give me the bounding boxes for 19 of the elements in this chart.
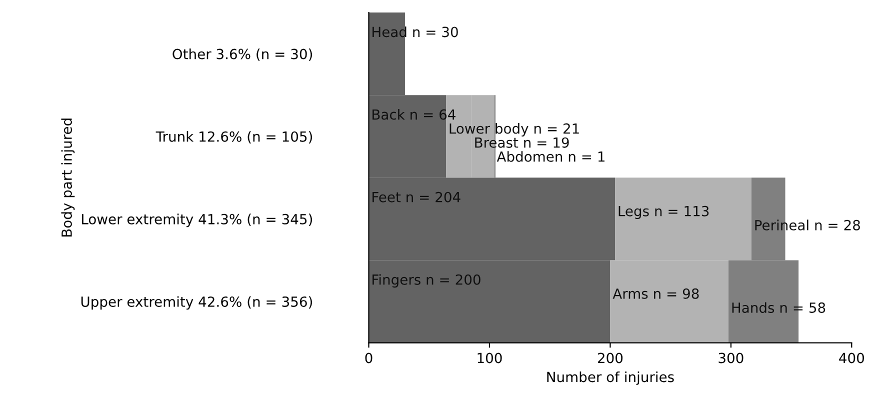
x-tick-label: 0 xyxy=(365,352,372,364)
data-label: Fingers n = 200 xyxy=(372,274,480,288)
y-tick-label: Trunk 12.6% (n = 105) xyxy=(156,131,312,144)
x-tick-label: 200 xyxy=(598,352,623,364)
data-label: Back n = 64 xyxy=(372,109,456,120)
data-label: Feet n = 204 xyxy=(372,192,460,202)
data-label: Abdomen n = 1 xyxy=(496,151,604,162)
data-label: Lower body n = 21 xyxy=(450,123,579,136)
y-tick-label: Upper extremity 42.6% (n = 356) xyxy=(81,296,312,310)
data-label: Breast n = 19 xyxy=(475,137,569,148)
x-tick-label: 300 xyxy=(718,352,744,364)
y-tick-label: Lower extremity 41.3% (n = 345) xyxy=(82,214,312,228)
x-axis-title: Number of injuries xyxy=(547,371,674,385)
x-tick-label: 100 xyxy=(478,352,502,364)
x-tick-label: 400 xyxy=(839,352,864,364)
data-label: Legs n = 113 xyxy=(618,206,709,220)
y-tick-label: Other 3.6% (n = 30) xyxy=(172,48,312,61)
data-label: Arms n = 98 xyxy=(612,288,699,299)
y-axis-title: Body part injured xyxy=(61,118,75,237)
